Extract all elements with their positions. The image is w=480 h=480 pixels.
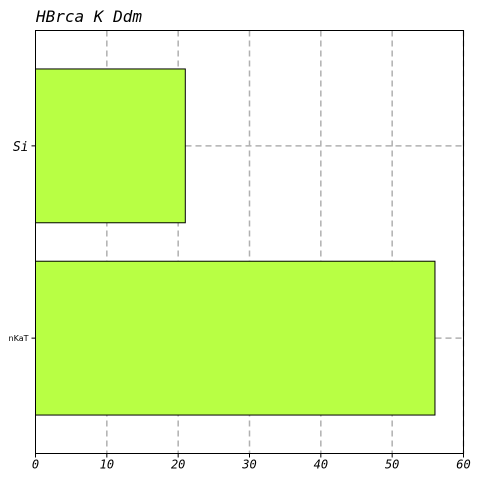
- x-tick-label-10: 10: [100, 458, 114, 472]
- x-tick-label-60: 60: [456, 458, 470, 472]
- x-tick-label-30: 30: [241, 458, 256, 472]
- y-tick-label-Si: Si: [13, 140, 29, 155]
- x-tick-label-0: 0: [32, 458, 39, 472]
- axis-ticks: 0 10 20 30 40 50 60 Si nKaT: [9, 140, 471, 472]
- y-tick-label-nKaT: nKaT: [9, 334, 29, 343]
- x-tick-label-50: 50: [385, 458, 399, 472]
- bar-Si: [35, 68, 186, 224]
- x-tick-label-40: 40: [314, 458, 328, 472]
- x-tick-label-20: 20: [171, 458, 185, 472]
- bar-nKaT: [35, 260, 436, 416]
- chart-title: HBrca K Ddm: [35, 7, 142, 26]
- bars: [35, 68, 436, 416]
